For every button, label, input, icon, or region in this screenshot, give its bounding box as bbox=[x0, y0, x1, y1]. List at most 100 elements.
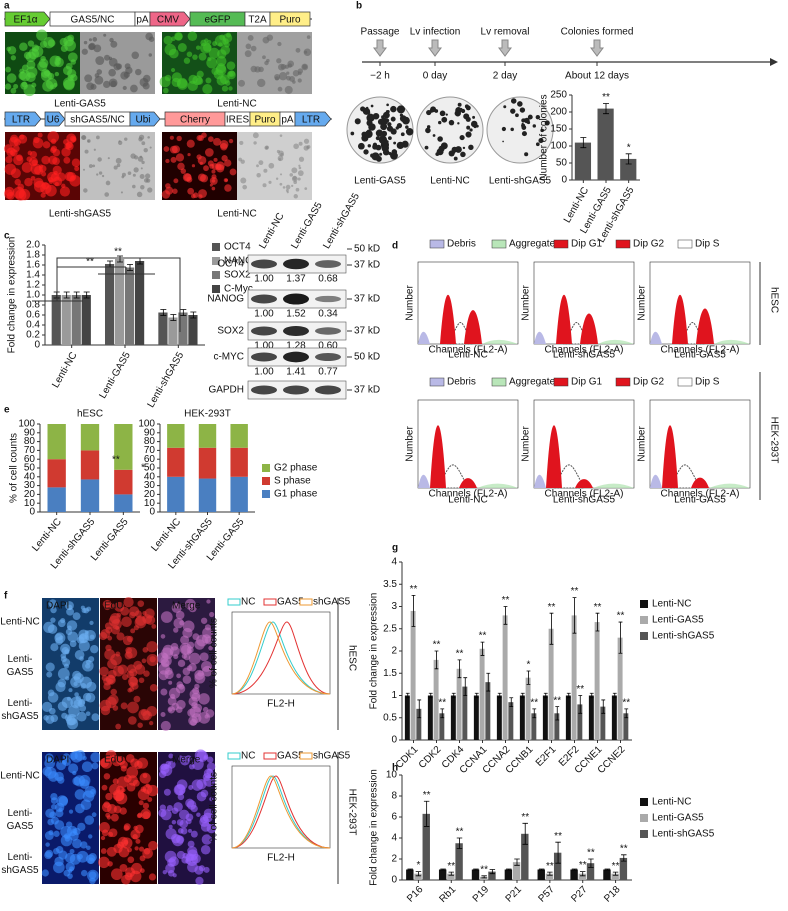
cell bbox=[276, 58, 282, 64]
cell bbox=[104, 54, 111, 61]
cell bbox=[160, 658, 170, 668]
legend-swatch bbox=[299, 752, 313, 760]
bar bbox=[480, 876, 488, 880]
cell bbox=[50, 617, 56, 623]
cell bbox=[191, 702, 198, 709]
legend-label: Lenti-shGAS5 bbox=[652, 631, 715, 642]
cell bbox=[90, 644, 99, 654]
cell bbox=[168, 680, 173, 685]
y-tick-label: 3 bbox=[391, 601, 397, 612]
cell bbox=[132, 184, 136, 189]
cell bbox=[209, 176, 218, 185]
axis-label: Number bbox=[637, 426, 648, 462]
cell bbox=[15, 189, 27, 201]
cell bbox=[176, 135, 182, 142]
colony bbox=[393, 141, 397, 145]
error-bar bbox=[589, 692, 594, 699]
cell bbox=[117, 664, 128, 675]
cell bbox=[106, 815, 112, 820]
cell bbox=[208, 47, 220, 59]
cell bbox=[201, 834, 213, 845]
plate-label: Lenti-shGAS5 bbox=[489, 176, 552, 187]
axis-label: Channels (FL2-A) bbox=[545, 489, 624, 500]
bar bbox=[167, 447, 185, 477]
y-tick-label: 10 bbox=[386, 770, 398, 781]
legend-swatch bbox=[212, 271, 220, 279]
cell bbox=[116, 163, 121, 168]
bar bbox=[554, 713, 560, 740]
error-bar bbox=[127, 264, 133, 271]
band bbox=[283, 293, 309, 305]
colony bbox=[426, 109, 432, 116]
blot-row-label: GAPDH bbox=[208, 385, 244, 396]
cell bbox=[203, 165, 209, 172]
cell bbox=[240, 177, 247, 184]
cell bbox=[82, 755, 87, 761]
cell bbox=[91, 713, 100, 722]
cell bbox=[60, 653, 67, 659]
x-tick-label: CDK1 bbox=[394, 744, 421, 771]
cell bbox=[102, 600, 111, 608]
cell bbox=[196, 791, 207, 802]
colony bbox=[515, 113, 519, 118]
significance: ** bbox=[553, 695, 561, 706]
cell bbox=[29, 150, 38, 159]
cell bbox=[118, 140, 123, 145]
bar bbox=[496, 695, 502, 740]
cell bbox=[187, 849, 199, 861]
colony bbox=[521, 118, 526, 123]
error-bar bbox=[489, 869, 496, 875]
cell bbox=[90, 752, 101, 763]
colony bbox=[399, 113, 404, 117]
error-bar bbox=[549, 612, 554, 645]
y-tick-label: 2.0 bbox=[26, 240, 40, 251]
colony bbox=[472, 115, 476, 119]
cell bbox=[141, 141, 146, 146]
y-axis-label: Fold change in expression bbox=[7, 237, 18, 354]
aggregates bbox=[709, 483, 750, 488]
cell bbox=[128, 676, 139, 687]
legend-swatch bbox=[640, 814, 648, 822]
significance: ** bbox=[502, 595, 510, 606]
cell bbox=[200, 617, 208, 624]
cell bbox=[198, 194, 203, 199]
construct-element bbox=[4, 111, 42, 127]
axis-label: Number bbox=[405, 285, 416, 321]
cell bbox=[192, 633, 200, 641]
colony bbox=[366, 110, 371, 115]
colony bbox=[501, 126, 506, 132]
colony bbox=[375, 136, 380, 141]
quantification: 1.28 bbox=[286, 341, 306, 352]
colony bbox=[382, 149, 390, 156]
cell bbox=[191, 164, 196, 168]
cell bbox=[238, 157, 242, 162]
colony bbox=[465, 105, 471, 111]
cell bbox=[128, 606, 140, 617]
cell bbox=[138, 137, 143, 142]
cell bbox=[88, 43, 95, 51]
legend-label: Lenti-shGAS5 bbox=[652, 829, 715, 840]
bar bbox=[167, 424, 185, 448]
cell bbox=[277, 86, 283, 92]
error-bar bbox=[486, 672, 491, 692]
cell bbox=[278, 150, 284, 157]
error-bar bbox=[160, 309, 167, 316]
significance: ** bbox=[521, 812, 529, 823]
bar bbox=[51, 295, 61, 345]
cell bbox=[47, 72, 55, 80]
bar bbox=[565, 695, 571, 740]
bar bbox=[455, 843, 463, 880]
significance: ** bbox=[423, 790, 431, 801]
legend-swatch bbox=[212, 243, 220, 251]
bar bbox=[519, 695, 525, 740]
plate-label: Lenti-NC bbox=[430, 176, 469, 187]
cell bbox=[139, 868, 145, 874]
cell bbox=[201, 132, 207, 139]
significance: ** bbox=[438, 697, 446, 708]
bar bbox=[178, 312, 188, 345]
y-tick-label: 90 bbox=[144, 427, 156, 438]
cell bbox=[303, 48, 312, 56]
cell bbox=[144, 173, 151, 179]
row-label: Lenti- bbox=[7, 698, 32, 709]
